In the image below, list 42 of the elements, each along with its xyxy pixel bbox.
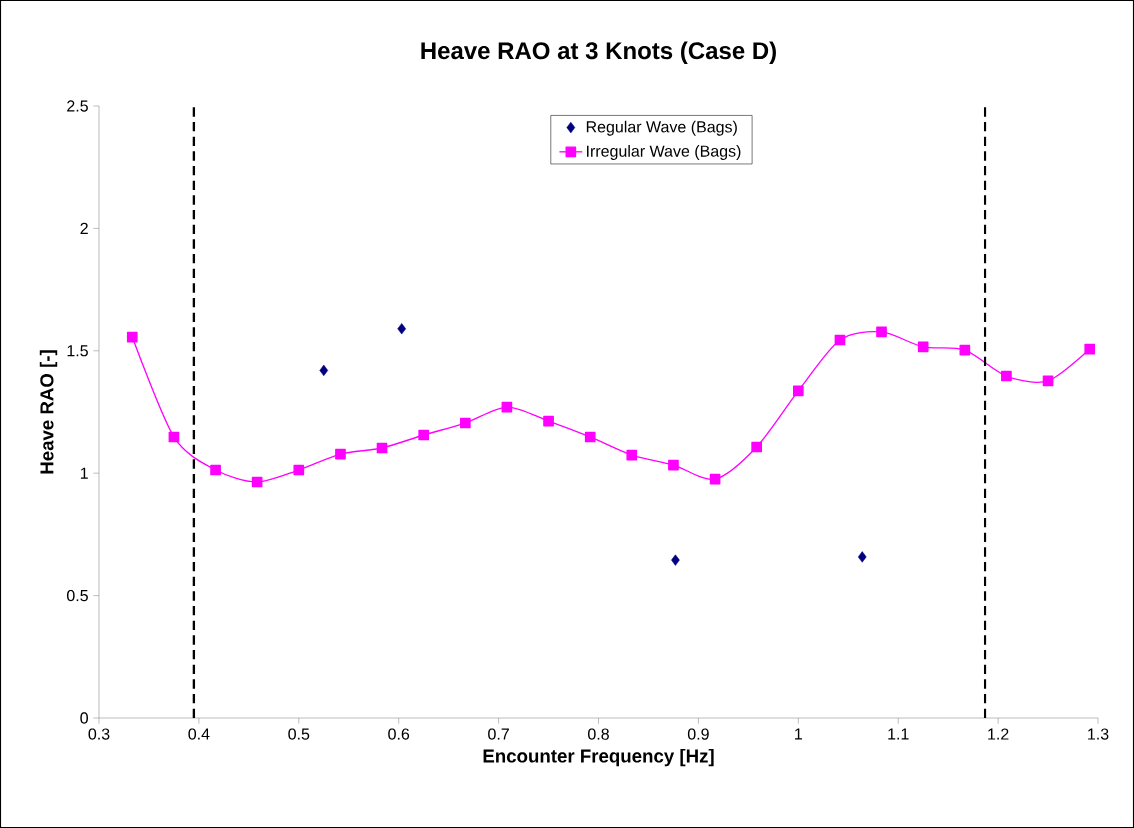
x-tick-label: 0.5 <box>288 728 310 740</box>
legend-label: Regular Wave (Bags) <box>586 120 737 136</box>
x-tick-label: 0.3 <box>88 728 110 740</box>
y-tick-label: 0.5 <box>66 589 88 602</box>
point <box>397 323 406 335</box>
x-tick-label: 0.9 <box>687 728 709 740</box>
x-tick-label: 0.4 <box>188 728 210 740</box>
point <box>671 554 680 566</box>
point <box>418 429 430 441</box>
x-tick-label: 1.1 <box>888 728 909 740</box>
point <box>857 551 867 563</box>
point <box>1001 370 1012 382</box>
point <box>335 448 346 460</box>
x-tick-label: 1 <box>795 728 802 740</box>
point <box>876 326 887 338</box>
point <box>668 459 679 471</box>
point <box>792 385 804 397</box>
y-tick-label: 1.5 <box>67 345 88 357</box>
x-tick-label: 1.2 <box>988 728 1009 740</box>
x-axis-title: Encounter Frequency [Hz] <box>483 748 714 767</box>
point <box>543 415 554 427</box>
y-tick-label: 0 <box>80 712 88 724</box>
point <box>293 464 305 476</box>
y-tick-label: 2.5 <box>67 100 88 112</box>
x-tick-label: 0.8 <box>588 728 609 740</box>
y-tick-label: 2 <box>80 222 88 234</box>
x-tick-label: 1.3 <box>1088 728 1109 740</box>
legend-label: Irregular Wave (Bags) <box>587 145 741 160</box>
point <box>126 331 138 343</box>
chart-title: Heave RAO at 3 Knots (Case D) <box>421 41 776 64</box>
point <box>460 417 471 429</box>
point <box>751 441 762 453</box>
point <box>210 464 221 476</box>
point <box>1084 343 1096 355</box>
x-tick-label: 0.6 <box>388 728 410 740</box>
x-tick-label: 0.7 <box>488 728 509 740</box>
point <box>319 364 329 376</box>
y-axis-title: Heave RAO [-] <box>39 350 58 474</box>
y-tick-label: 1 <box>80 467 88 479</box>
point <box>584 431 596 443</box>
point <box>626 449 638 461</box>
point <box>917 341 929 353</box>
